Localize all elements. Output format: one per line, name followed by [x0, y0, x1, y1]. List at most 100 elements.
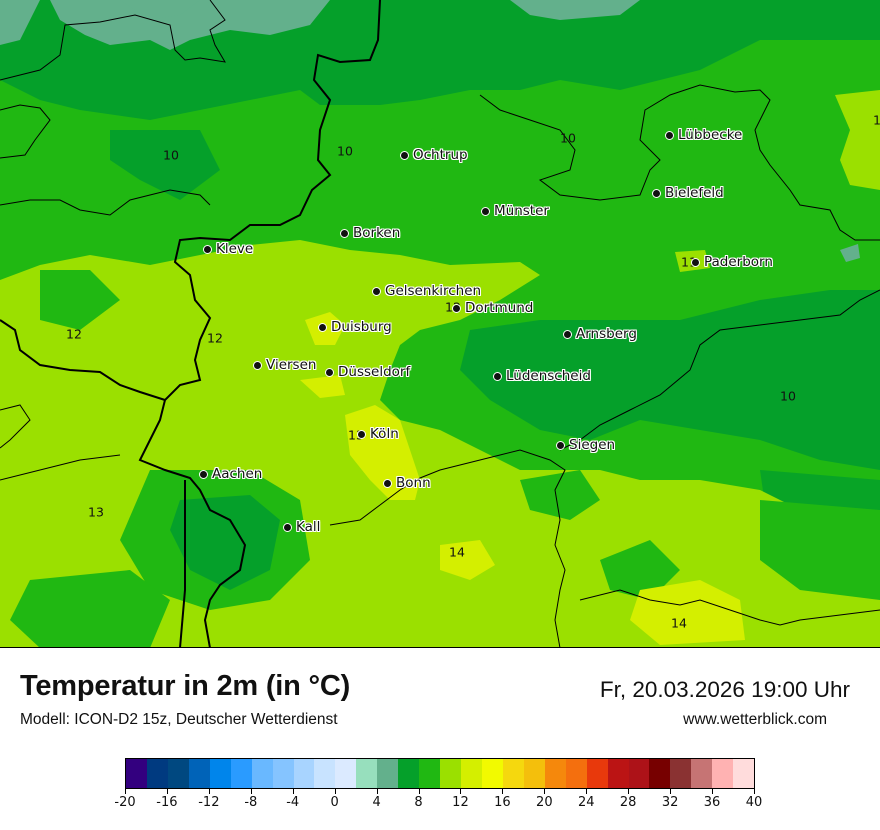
colorbar-tick	[754, 789, 755, 794]
colorbar-segment	[188, 759, 210, 788]
city-marker: Ochtrup	[400, 147, 468, 163]
colorbar-tick	[502, 789, 504, 794]
colorbar-segment	[209, 759, 231, 788]
colorbar-segment	[293, 759, 315, 788]
city-marker: Paderborn	[691, 254, 773, 270]
city-name: Aachen	[212, 466, 263, 482]
city-name: Bonn	[396, 475, 431, 491]
colorbar-segment	[126, 759, 147, 788]
colorbar-tick-label: 28	[619, 795, 637, 810]
colorbar-tick-label: 24	[577, 795, 595, 810]
city-name: Duisburg	[331, 319, 392, 335]
city-name: Gelsenkirchen	[385, 283, 482, 299]
colorbar-segment	[272, 759, 294, 788]
city-marker: Viersen	[253, 357, 316, 373]
colorbar-segment	[691, 759, 713, 788]
city-marker: Köln	[357, 426, 399, 442]
colorbar-segment	[230, 759, 252, 788]
colorbar-segment	[481, 759, 503, 788]
colorbar-segment	[251, 759, 273, 788]
colorbar-tick-label: 32	[661, 795, 679, 810]
colorbar-tick-label: 16	[494, 795, 511, 810]
colorbar-tick	[208, 789, 210, 794]
colorbar-tick-label: 8	[414, 795, 423, 810]
city-dot-icon	[400, 150, 409, 160]
city-marker: Borken	[340, 225, 400, 241]
city-marker: Bonn	[383, 475, 431, 491]
model-source: Modell: ICON-D2 15z, Deutscher Wetterdie…	[20, 711, 338, 728]
colorbar-ticks: -20 -16 -12 -8 -4 0 4 8 12 16 20 24 28 32 36 40	[114, 789, 762, 829]
city-dot-icon	[563, 329, 572, 339]
city-name: Borken	[353, 225, 401, 241]
city-dot-icon	[340, 228, 349, 238]
colorbar-segment	[670, 759, 692, 788]
city-dot-icon	[325, 367, 334, 377]
city-name: Siegen	[569, 437, 616, 453]
colorbar-segment	[167, 759, 189, 788]
colorbar-tick-label: 40	[745, 795, 763, 810]
city-marker: Arnsberg	[563, 326, 637, 342]
contour-label: 12	[207, 330, 223, 346]
colorbar-tick-label: -12	[198, 795, 220, 810]
city-name: Paderborn	[704, 254, 773, 270]
city-name: Kleve	[216, 241, 254, 257]
colorbar-tick	[418, 789, 420, 794]
colorbar-tick-label: -8	[244, 795, 258, 810]
city-marker: Lüdenscheid	[493, 368, 591, 384]
city-name: Kall	[296, 519, 321, 535]
city-dot-icon	[203, 244, 212, 254]
colorbar-segment	[586, 759, 608, 788]
colorbar-segment	[733, 759, 755, 788]
colorbar-tick-label: 0	[330, 795, 339, 810]
colorbar-tick-label: -20	[114, 795, 136, 810]
city-marker: Dortmund	[452, 300, 533, 316]
colorbar-segment	[628, 759, 650, 788]
city-marker: Duisburg	[318, 319, 392, 335]
city-dot-icon	[665, 130, 674, 140]
city-dot-icon	[691, 257, 700, 267]
city-marker: Siegen	[556, 437, 615, 453]
city-marker: Kall	[283, 519, 320, 535]
colorbar-tick-label: -16	[156, 795, 178, 810]
colorbar-segment	[649, 759, 671, 788]
colorbar-segment	[607, 759, 629, 788]
city-dot-icon	[652, 188, 661, 198]
city-dot-icon	[452, 303, 461, 313]
city-marker: Düsseldorf	[325, 364, 410, 380]
city-name: Dortmund	[465, 300, 534, 316]
colorbar-tick	[670, 789, 672, 794]
colorbar-tick	[166, 789, 168, 794]
city-marker: Gelsenkirchen	[372, 283, 481, 299]
colorbar-tick-label: -4	[286, 795, 300, 810]
colorbar-segment	[314, 759, 336, 788]
city-name: Viersen	[266, 357, 317, 373]
city-dot-icon	[318, 322, 327, 332]
colorbar-segment	[146, 759, 168, 788]
forecast-datetime: Fr, 20.03.2026 19:00 Uhr	[599, 677, 850, 702]
colorbar-segment	[356, 759, 378, 788]
colorbar-segment	[544, 759, 566, 788]
contour-label: 13	[88, 504, 104, 520]
colorbar-tick	[125, 789, 126, 794]
contour-label: 10	[560, 130, 576, 146]
contour-label: 10	[337, 143, 353, 159]
city-name: Lüdenscheid	[506, 368, 591, 384]
city-name: Düsseldorf	[338, 364, 411, 380]
colorbar-tick	[460, 789, 462, 794]
colorbar-segment	[461, 759, 482, 788]
city-name: Lübbecke	[678, 127, 743, 143]
colorbar-segment	[398, 759, 420, 788]
colorbar-segment	[377, 759, 399, 788]
city-dot-icon	[493, 371, 502, 381]
contour-label: 1	[873, 113, 880, 128]
temperature-raster	[0, 0, 880, 647]
colorbar-tick	[712, 789, 714, 794]
colorbar-segment	[565, 759, 587, 788]
colorbar-segment	[335, 759, 357, 788]
city-dot-icon	[283, 522, 292, 532]
city-dot-icon	[199, 469, 208, 479]
map-footer: Temperatur in 2m (in °C) Modell: ICON-D2…	[0, 648, 880, 830]
city-marker: Bielefeld	[652, 185, 724, 201]
city-marker: Aachen	[199, 466, 262, 482]
contour-label: 14	[449, 544, 465, 560]
